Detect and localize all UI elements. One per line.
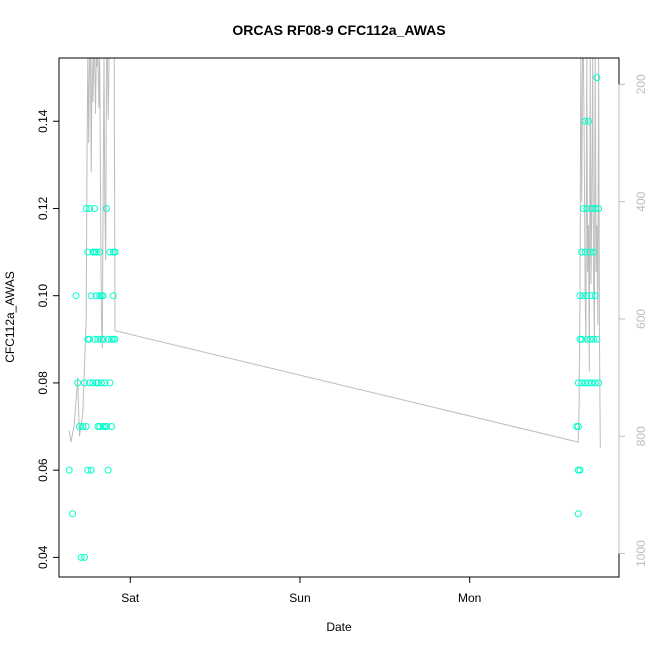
- secondary-y-axis: 200 400 600 800 1000: [618, 74, 648, 567]
- data-point: [82, 205, 90, 212]
- data-point: [91, 205, 99, 212]
- y-tick-label: 0.08: [36, 371, 50, 395]
- data-point: [111, 248, 119, 256]
- data-point: [74, 379, 82, 387]
- y-axis-label: CFC112a_AWAS: [3, 271, 17, 363]
- data-point: [104, 466, 112, 474]
- x-tick-label: Sun: [289, 591, 310, 605]
- data-point: [593, 74, 601, 82]
- y-tick-label: 0.06: [36, 458, 50, 482]
- data-point: [588, 292, 596, 300]
- data-point: [579, 292, 587, 300]
- data-point: [77, 553, 85, 561]
- x-tick-label: Sat: [121, 591, 140, 605]
- data-point: [111, 335, 119, 343]
- data-point: [75, 423, 83, 430]
- data-point: [72, 292, 80, 300]
- data-point: [92, 292, 100, 300]
- data-point: [585, 117, 592, 125]
- data-point: [586, 248, 594, 256]
- data-point: [583, 292, 591, 300]
- data-point: [591, 205, 599, 212]
- data-point: [590, 248, 597, 256]
- data-point: [109, 292, 117, 300]
- y2-tick-label: 400: [634, 191, 648, 211]
- data-point: [106, 248, 114, 256]
- data-point: [578, 248, 586, 256]
- data-point: [103, 423, 110, 430]
- data-point: [576, 466, 584, 474]
- data-point: [96, 248, 104, 256]
- data-point: [108, 423, 116, 430]
- data-point: [574, 423, 582, 430]
- data-point: [581, 379, 589, 387]
- data-point: [84, 248, 92, 256]
- data-point: [578, 379, 586, 387]
- data-point: [87, 292, 95, 300]
- data-point: [574, 379, 582, 387]
- data-point: [86, 335, 93, 343]
- y-tick-label: 0.10: [36, 284, 50, 308]
- data-point: [65, 466, 73, 474]
- data-point: [96, 423, 104, 430]
- data-point: [591, 292, 599, 300]
- y2-tick-label: 200: [634, 74, 648, 94]
- data-point: [101, 379, 109, 387]
- data-point: [595, 379, 603, 387]
- data-point: [593, 335, 601, 343]
- y2-tick-label: 1000: [634, 540, 648, 567]
- data-point: [581, 117, 589, 125]
- pressure-line: [68, 58, 601, 449]
- data-point: [104, 335, 112, 343]
- data-point: [87, 466, 95, 474]
- y-axis: 0.04 0.06 0.08 0.10 0.12 0.14: [36, 109, 60, 569]
- y-tick-label: 0.04: [36, 545, 50, 569]
- data-point: [583, 205, 591, 212]
- data-point: [595, 205, 603, 212]
- data-point: [82, 423, 90, 430]
- data-point: [576, 292, 584, 300]
- data-point: [94, 335, 102, 343]
- data-point: [81, 379, 88, 387]
- data-point: [586, 335, 594, 343]
- y-tick-label: 0.14: [36, 109, 50, 133]
- data-point: [106, 379, 114, 387]
- data-point: [583, 335, 591, 343]
- data-point: [91, 335, 99, 343]
- data-point: [86, 205, 93, 212]
- data-point: [94, 379, 102, 387]
- data-point: [99, 292, 107, 300]
- data-point: [574, 510, 582, 518]
- data-point: [92, 248, 100, 256]
- y-tick-label: 0.12: [36, 196, 50, 220]
- data-point: [89, 379, 97, 387]
- x-tick-label: Mon: [458, 591, 481, 605]
- x-axis-label: Date: [326, 620, 352, 634]
- data-point: [581, 248, 589, 256]
- data-point: [69, 510, 77, 518]
- data-point: [591, 379, 599, 387]
- data-point: [79, 423, 87, 430]
- y2-tick-label: 800: [634, 426, 648, 446]
- data-point: [590, 335, 597, 343]
- data-point: [99, 335, 107, 343]
- chart-title: ORCAS RF08-9 CFC112a_AWAS: [232, 22, 445, 38]
- data-point: [585, 379, 592, 387]
- data-point: [588, 205, 596, 212]
- data-point: [579, 205, 587, 212]
- data-point: [81, 553, 88, 561]
- x-axis: Sat Sun Mon: [121, 577, 481, 605]
- y2-tick-label: 600: [634, 309, 648, 329]
- data-point: [97, 379, 105, 387]
- data-point: [84, 466, 92, 474]
- data-point: [86, 379, 93, 387]
- data-point: [588, 379, 596, 387]
- data-point: [103, 205, 110, 212]
- data-point: [578, 335, 586, 343]
